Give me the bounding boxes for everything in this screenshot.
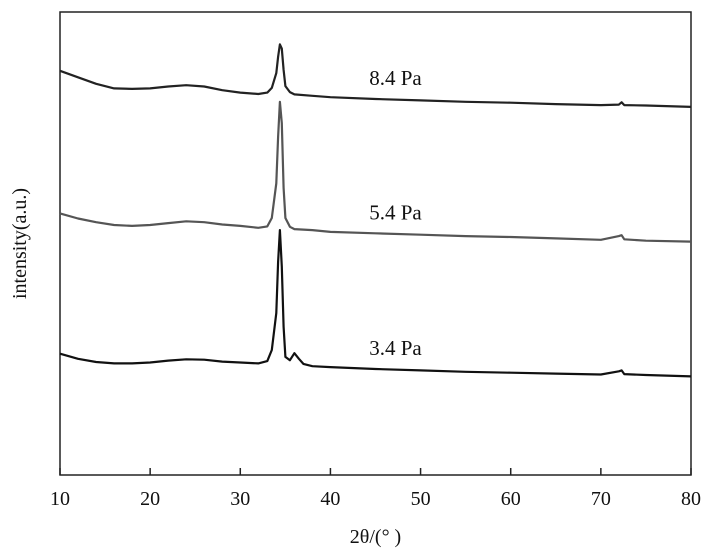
x-axis-label: 2θ/(° ) [350,526,401,548]
plot-area: 10 20 30 40 50 60 70 80 8.4 Pa 5.4 Pa 3.4 Pa [50,11,701,510]
y-axis-label: intensity(a.u.) [9,188,31,299]
series-label: 5.4 Pa [369,200,422,224]
x-tick-label: 60 [501,488,521,510]
x-tick-label: 80 [681,488,701,510]
series-lines [59,43,692,378]
x-tick-label: 40 [320,488,340,510]
series-label: 3.4 Pa [369,336,422,360]
x-tick-label: 10 [50,488,70,510]
series-line-5-4-pa [59,100,692,243]
x-tick-label: 30 [230,488,250,510]
series-label: 8.4 Pa [369,66,422,90]
plot-frame [59,11,692,476]
x-tick-label: 70 [591,488,611,510]
series-labels: 8.4 Pa 5.4 Pa 3.4 Pa [369,66,422,360]
series-line-8-4-pa [59,43,692,108]
x-tick-label: 20 [140,488,160,510]
series-line-3-4-pa [59,229,692,378]
x-axis-ticks: 10 20 30 40 50 60 70 80 [50,468,701,510]
x-tick-label: 50 [411,488,431,510]
